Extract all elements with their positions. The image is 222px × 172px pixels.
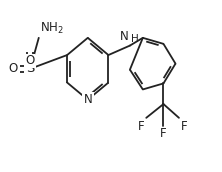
Text: F: F bbox=[181, 120, 187, 133]
Text: NH$_2$: NH$_2$ bbox=[40, 21, 63, 36]
Text: N: N bbox=[120, 30, 129, 43]
Text: F: F bbox=[160, 127, 167, 140]
Text: S: S bbox=[26, 62, 34, 75]
Text: N: N bbox=[83, 93, 92, 106]
Text: O: O bbox=[9, 62, 18, 75]
Text: O: O bbox=[26, 54, 35, 67]
Text: H: H bbox=[131, 34, 139, 44]
Text: F: F bbox=[138, 120, 145, 133]
